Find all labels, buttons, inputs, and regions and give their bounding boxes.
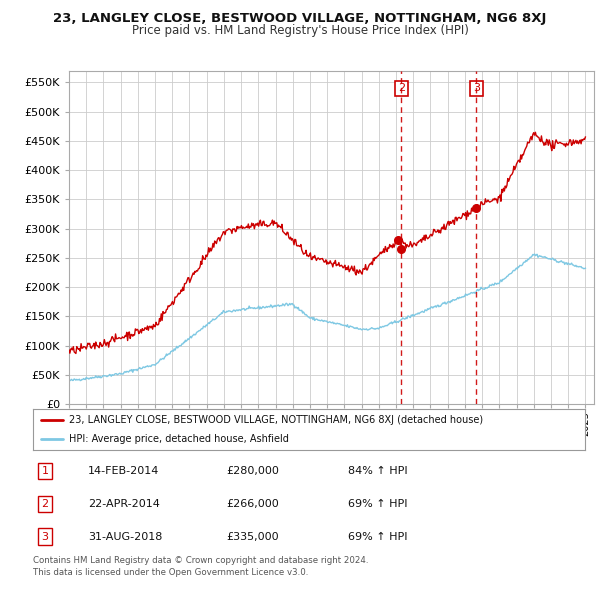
Text: 14-FEB-2014: 14-FEB-2014 [88, 466, 160, 476]
Text: 23, LANGLEY CLOSE, BESTWOOD VILLAGE, NOTTINGHAM, NG6 8XJ: 23, LANGLEY CLOSE, BESTWOOD VILLAGE, NOT… [53, 12, 547, 25]
Text: 3: 3 [41, 532, 49, 542]
Text: 1: 1 [41, 466, 49, 476]
Text: 69% ↑ HPI: 69% ↑ HPI [347, 532, 407, 542]
Text: £335,000: £335,000 [226, 532, 279, 542]
Text: 69% ↑ HPI: 69% ↑ HPI [347, 499, 407, 509]
Text: £266,000: £266,000 [226, 499, 279, 509]
Text: Contains HM Land Registry data © Crown copyright and database right 2024.
This d: Contains HM Land Registry data © Crown c… [33, 556, 368, 576]
Text: 2: 2 [398, 83, 405, 93]
Text: 3: 3 [473, 83, 480, 93]
Text: 31-AUG-2018: 31-AUG-2018 [88, 532, 163, 542]
Text: 84% ↑ HPI: 84% ↑ HPI [347, 466, 407, 476]
Text: 22-APR-2014: 22-APR-2014 [88, 499, 160, 509]
Text: Price paid vs. HM Land Registry's House Price Index (HPI): Price paid vs. HM Land Registry's House … [131, 24, 469, 37]
Text: 2: 2 [41, 499, 49, 509]
Text: £280,000: £280,000 [226, 466, 279, 476]
Text: 23, LANGLEY CLOSE, BESTWOOD VILLAGE, NOTTINGHAM, NG6 8XJ (detached house): 23, LANGLEY CLOSE, BESTWOOD VILLAGE, NOT… [69, 415, 483, 425]
Text: HPI: Average price, detached house, Ashfield: HPI: Average price, detached house, Ashf… [69, 434, 289, 444]
